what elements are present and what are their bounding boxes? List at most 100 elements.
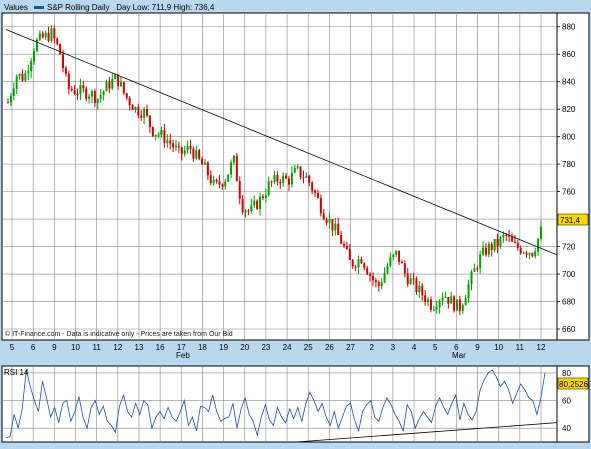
- candle-body: [392, 254, 395, 258]
- price-tick-label: 680: [562, 298, 576, 307]
- price-tick-label: 860: [562, 50, 576, 59]
- candle-body: [146, 109, 149, 116]
- candle-body: [453, 296, 456, 311]
- candle-body: [195, 150, 198, 159]
- candle-body: [15, 76, 18, 89]
- candle-body: [21, 73, 24, 81]
- candle-body: [285, 175, 288, 179]
- candle-body: [250, 205, 253, 211]
- candle-body: [386, 265, 389, 274]
- rsi-line: [5, 369, 546, 439]
- rsi-plot-area: [1, 365, 558, 443]
- candle-body: [331, 219, 334, 231]
- date-tick-label: 3: [391, 343, 396, 352]
- candle-body: [287, 178, 290, 185]
- candle-body: [450, 296, 453, 304]
- rsi-last-label: 80,2526: [559, 380, 588, 389]
- date-tick-label: 10: [71, 343, 80, 352]
- candle-body: [143, 109, 146, 118]
- candle-body: [166, 140, 169, 144]
- candle-body: [505, 235, 508, 237]
- date-tick-label: 13: [135, 343, 144, 352]
- date-tick-label: 24: [283, 343, 292, 352]
- rsi-tick-label: 40: [562, 424, 571, 433]
- candle-body: [59, 44, 62, 55]
- candle-body: [369, 274, 372, 276]
- candle-body: [409, 278, 412, 285]
- candle-body: [282, 175, 285, 184]
- candle-body: [464, 298, 467, 306]
- main-axis-strip: [556, 12, 590, 341]
- candle-body: [137, 107, 140, 116]
- candle-body: [418, 285, 421, 293]
- candle-body: [108, 81, 111, 89]
- candle-body: [215, 179, 218, 182]
- candle-body: [270, 181, 273, 183]
- candle-body: [9, 96, 12, 103]
- date-tick-label: 18: [198, 343, 207, 352]
- candle-body: [273, 174, 276, 182]
- candle-body: [114, 74, 117, 80]
- date-tick-label: 4: [412, 343, 417, 352]
- candle-body: [424, 295, 427, 302]
- rsi-axis-ticks: 40 60 80: [562, 369, 571, 433]
- date-tick-label: 27: [346, 343, 355, 352]
- candle-body: [476, 268, 479, 270]
- candle-body: [314, 190, 317, 193]
- candle-body: [73, 90, 76, 94]
- candle-body: [484, 247, 487, 255]
- candle-body: [76, 93, 79, 95]
- date-tick-label: 5: [10, 343, 15, 352]
- candle-body: [435, 307, 438, 310]
- candle-body: [455, 299, 458, 311]
- candle-body: [400, 261, 403, 264]
- candle-body: [93, 91, 96, 104]
- candle-body: [56, 38, 59, 45]
- date-tick-label: 16: [156, 343, 165, 352]
- candle-body: [41, 33, 44, 38]
- date-tick-label: 11: [516, 343, 525, 352]
- rsi-gridlines: [2, 366, 557, 442]
- candle-body: [276, 174, 279, 182]
- candle-body: [102, 91, 105, 96]
- candle-body: [395, 250, 398, 255]
- candle-body: [201, 158, 204, 165]
- candle-body: [180, 147, 183, 154]
- main-plot-area: [1, 12, 558, 341]
- candle-body: [496, 239, 499, 247]
- candle-body: [241, 198, 244, 213]
- candle-body: [519, 248, 522, 254]
- rsi-support-line: [296, 422, 558, 443]
- candle-body: [221, 184, 224, 187]
- candle-body: [403, 263, 406, 274]
- candle-body: [209, 175, 212, 184]
- candle-body: [169, 140, 172, 144]
- candle-body: [383, 273, 386, 283]
- date-tick-label: 25: [304, 343, 313, 352]
- month-label-feb: Feb: [176, 351, 190, 360]
- candle-body: [206, 162, 209, 176]
- date-tick-label: 12: [113, 343, 122, 352]
- candle-body: [482, 247, 485, 255]
- candle-body: [429, 299, 432, 310]
- candle-body: [91, 91, 94, 97]
- candle-body: [125, 93, 128, 98]
- date-tick-label: 20: [240, 343, 249, 352]
- candle-body: [24, 73, 27, 81]
- candle-body: [88, 96, 91, 99]
- candle-body: [537, 238, 540, 252]
- candle-body: [18, 73, 21, 77]
- candle-body: [67, 73, 70, 89]
- candle-body: [499, 237, 502, 247]
- candle-body: [131, 105, 134, 111]
- candle-body: [247, 210, 250, 212]
- candle-body: [50, 28, 53, 41]
- candle-body: [467, 284, 470, 299]
- candle-body: [38, 33, 41, 40]
- candle-body: [432, 309, 435, 311]
- candle-body: [516, 242, 519, 249]
- candle-body: [490, 244, 493, 251]
- candle-body: [218, 181, 221, 185]
- candle-body: [328, 219, 331, 223]
- candle-body: [62, 54, 65, 68]
